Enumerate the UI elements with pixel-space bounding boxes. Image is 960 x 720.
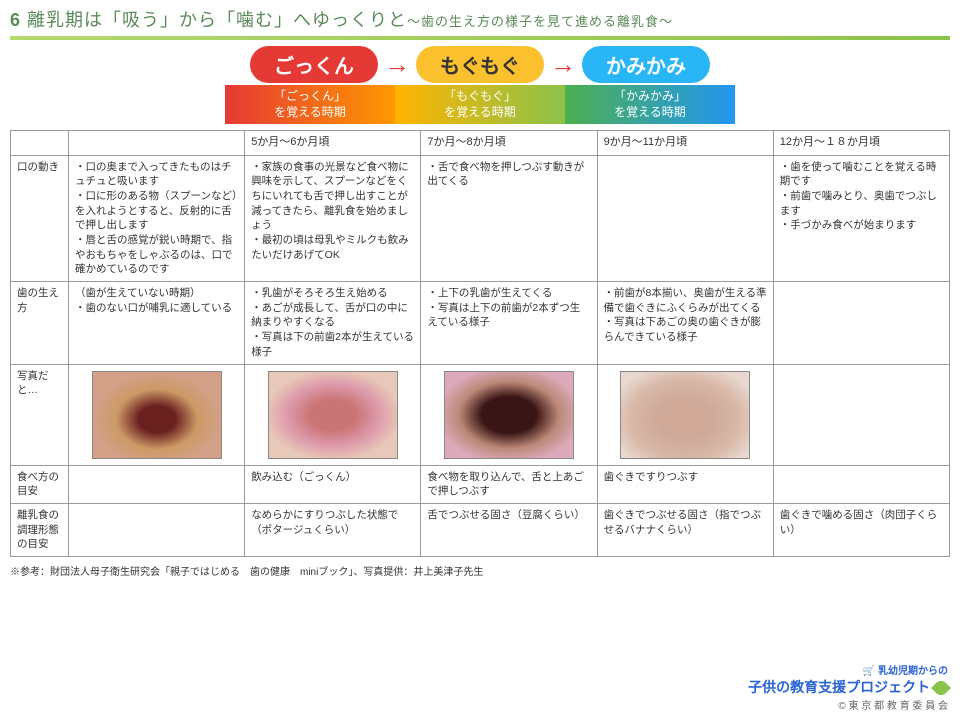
table-cell: ・口の奥まで入ってきたものはチュチュと吸います・口に形のある物（スプーンなど）を… [69, 155, 245, 282]
table-cell: ・舌で食べ物を押しつぶす動きが出てくる [421, 155, 597, 282]
table-cell: （歯が生えていない時期）・歯のない口が哺乳に適している [69, 282, 245, 364]
leaf-icon [931, 678, 951, 698]
table-cell: 歯ぐきでつぶせる固さ（指でつぶせるバナナくらい） [597, 503, 773, 556]
photo-cell [597, 364, 773, 465]
stage-bar-3: 「かみかみ」を覚える時期 [565, 85, 735, 124]
table-cell [69, 465, 245, 503]
page-title: 離乳期は「吸う」から「噛む」へゆっくりと [27, 10, 407, 30]
row-header: 食べ方の目安 [11, 465, 69, 503]
cart-icon: 🛒 [863, 666, 875, 677]
table-cell: ・乳歯がそろそろ生え始める・あごが成長して、舌が口の中に納まりやすくなる・写真は… [245, 282, 421, 364]
table-row-teeth: 歯の生え方 （歯が生えていない時期）・歯のない口が哺乳に適している ・乳歯がそろ… [11, 282, 950, 364]
footnote: ※参考：財団法人母子衛生研究会「親子ではじめる 歯の健康 miniブック」、写真… [10, 563, 950, 578]
table-cell: ・歯を使って噛むことを覚える時期です・前歯で噛みとり、奥歯でつぶします・手づかみ… [773, 155, 949, 282]
stage-pills-row: ごっくん → もぐもぐ → かみかみ [0, 46, 960, 83]
age-cell [69, 131, 245, 155]
table-cell [597, 155, 773, 282]
table-cell: なめらかにすりつぶした状態で（ポタージュくらい） [245, 503, 421, 556]
table-cell: 歯ぐきで噛める固さ（肉団子くらい） [773, 503, 949, 556]
weaning-table: 5か月〜6か月頃 7か月〜8か月頃 9か月〜11か月頃 12か月〜１８か月頃 口… [10, 130, 950, 557]
photo-cell [245, 364, 421, 465]
table-row-cooking: 離乳食の調理形態の目安 なめらかにすりつぶした状態で（ポタージュくらい） 舌でつ… [11, 503, 950, 556]
mouth-photo-icon [444, 371, 574, 459]
arrow-icon: → [384, 49, 410, 80]
table-cell: 歯ぐきですりつぶす [597, 465, 773, 503]
table-cell [69, 503, 245, 556]
age-cell: 9か月〜11か月頃 [597, 131, 773, 155]
table-cell: 飲み込む（ごっくん） [245, 465, 421, 503]
footer-project: 子供の教育支援プロジェクト [748, 679, 930, 695]
row-header: 写真だと… [11, 364, 69, 465]
table-row-eating: 食べ方の目安 飲み込む（ごっくん） 食べ物を取り込んで、舌と上あごで押しつぶす … [11, 465, 950, 503]
age-cell: 5か月〜6か月頃 [245, 131, 421, 155]
table-cell: ・前歯が8本揃い、奥歯が生える準備で歯ぐきにふくらみが出てくる・写真は下あごの奥… [597, 282, 773, 364]
table-row-mouth: 口の動き ・口の奥まで入ってきたものはチュチュと吸います・口に形のある物（スプー… [11, 155, 950, 282]
footer: 🛒 乳幼児期からの 子供の教育支援プロジェクト © 東 京 都 教 育 委 員 … [748, 662, 948, 712]
table-cell: 食べ物を取り込んで、舌と上あごで押しつぶす [421, 465, 597, 503]
section-number: 6 [10, 10, 21, 30]
table-cell [773, 465, 949, 503]
row-header: 離乳食の調理形態の目安 [11, 503, 69, 556]
row-header [11, 131, 69, 155]
stage-pill-gokkun: ごっくん [250, 46, 378, 83]
row-header: 口の動き [11, 155, 69, 282]
table-row-photo: 写真だと… [11, 364, 950, 465]
table-cell [773, 282, 949, 364]
row-header: 歯の生え方 [11, 282, 69, 364]
age-cell: 7か月〜8か月頃 [421, 131, 597, 155]
mouth-photo-icon [92, 371, 222, 459]
photo-cell [421, 364, 597, 465]
age-cell: 12か月〜１８か月頃 [773, 131, 949, 155]
table-cell: 舌でつぶせる固さ（豆腐くらい） [421, 503, 597, 556]
mouth-photo-icon [268, 371, 398, 459]
stage-bar-1: 「ごっくん」を覚える時期 [225, 85, 395, 124]
stage-pill-kamikami: かみかみ [582, 46, 710, 83]
photo-cell [69, 364, 245, 465]
photo-cell [773, 364, 949, 465]
table-row-age: 5か月〜6か月頃 7か月〜8か月頃 9か月〜11か月頃 12か月〜１８か月頃 [11, 131, 950, 155]
stage-pill-mogumogu: もぐもぐ [416, 46, 544, 83]
page-subtitle: 〜歯の生え方の様子を見て進める離乳食〜 [407, 14, 673, 29]
mouth-photo-icon [620, 371, 750, 459]
footer-copyright: © 東 京 都 教 育 委 員 会 [748, 697, 948, 712]
table-cell: ・家族の食事の光景など食べ物に興味を示して、スプーンなどをくちにいれても舌で押し… [245, 155, 421, 282]
stage-bar-2: 「もぐもぐ」を覚える時期 [395, 85, 565, 124]
stage-bars-row: 「ごっくん」を覚える時期 「もぐもぐ」を覚える時期 「かみかみ」を覚える時期 [0, 85, 960, 124]
page-header: 6 離乳期は「吸う」から「噛む」へゆっくりと〜歯の生え方の様子を見て進める離乳食… [0, 0, 960, 34]
divider [10, 36, 950, 40]
arrow-icon: → [550, 49, 576, 80]
footer-tagline: 乳幼児期からの [878, 666, 948, 677]
table-cell: ・上下の乳歯が生えてくる・写真は上下の前歯が2本ずつ生えている様子 [421, 282, 597, 364]
